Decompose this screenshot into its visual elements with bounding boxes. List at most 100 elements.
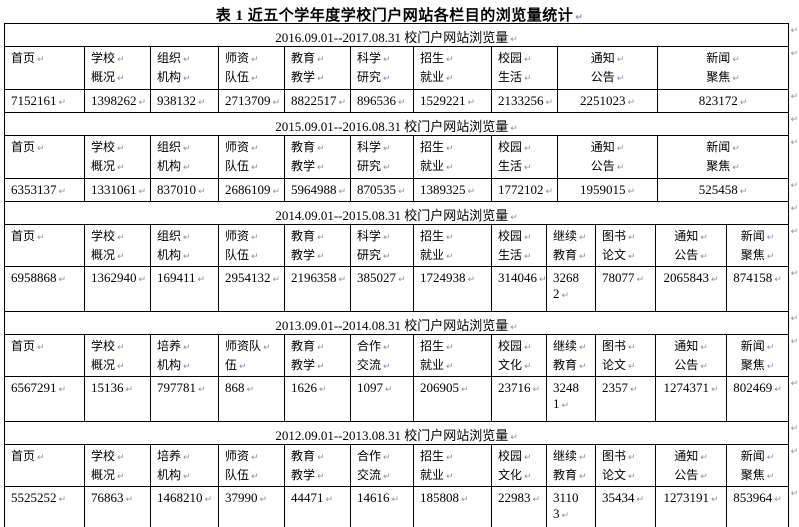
cell-text: 1724938 bbox=[420, 270, 466, 285]
paragraph-mark: ↵ bbox=[383, 74, 391, 84]
paragraph-mark: ↵ bbox=[338, 187, 347, 197]
value-cell: 76863 ↵ bbox=[84, 486, 151, 527]
value-row: 5525252 ↵ 76863 ↵ 1468210 ↵ 37990 ↵ 44471 ↵ 14616 ↵… bbox=[4, 486, 790, 527]
cell-text: 1468210 bbox=[157, 490, 203, 505]
paragraph-mark: ↵ bbox=[383, 362, 391, 372]
cell-text: 组织 bbox=[157, 51, 182, 65]
column-header-cell: 首页 ↵ bbox=[4, 444, 85, 487]
paragraph-mark: ↵ bbox=[700, 362, 708, 372]
cell-text: 继续 bbox=[553, 339, 578, 353]
section-table: 2013.09.01--2014.08.31 校门户网站浏览量 ↵ 首页 ↵ 学校 ↵ 概况… bbox=[3, 311, 790, 422]
cell-text: 新闻 bbox=[740, 339, 765, 353]
cell-text: 教学 bbox=[291, 248, 316, 262]
cell-text: 教育 bbox=[291, 339, 316, 353]
cell-text: 机构 bbox=[157, 70, 182, 84]
cell-text: 8822517 bbox=[291, 93, 337, 108]
cell-text: 首页 bbox=[11, 449, 36, 463]
column-header-cell: 学校 ↵ 概况 ↵ bbox=[84, 334, 151, 377]
value-cell: 797781 ↵ bbox=[150, 376, 219, 422]
paragraph-mark: ↵ bbox=[317, 453, 325, 463]
paragraph-mark: ↵ bbox=[138, 98, 147, 108]
paragraph-mark: ↵ bbox=[125, 385, 134, 395]
value-cell: 5525252 ↵ bbox=[4, 486, 85, 527]
column-header-cell: 学校 ↵ 概况 ↵ bbox=[84, 135, 151, 179]
column-header-cell: 培养 ↵ 机构 ↵ bbox=[150, 444, 219, 487]
paragraph-mark: ↵ bbox=[251, 252, 259, 262]
cell-text: 概况 bbox=[91, 70, 116, 84]
value-cell: 1529221 ↵ bbox=[413, 89, 492, 113]
paragraph-mark: ↵ bbox=[383, 252, 391, 262]
paragraph-mark: ↵ bbox=[524, 74, 532, 84]
paragraph-mark: ↵ bbox=[732, 144, 740, 154]
value-cell: 2713709 ↵ bbox=[218, 89, 285, 113]
value-cell: 868 ↵ bbox=[218, 376, 285, 422]
paragraph-mark: ↵ bbox=[524, 472, 532, 482]
paragraph-mark: ↵ bbox=[524, 233, 532, 243]
paragraph-mark: ↵ bbox=[510, 213, 518, 223]
column-header-cell: 新闻 ↵ 聚焦 ↵ bbox=[725, 334, 790, 377]
paragraph-mark: ↵ bbox=[383, 472, 391, 482]
cell-text: 培养 bbox=[157, 449, 182, 463]
paragraph-mark: ↵ bbox=[710, 275, 719, 285]
cell-text: 1097 bbox=[357, 380, 383, 395]
paragraph-mark: ↵ bbox=[183, 472, 191, 482]
column-header-cell: 师资 ↵ 队伍 ↵ bbox=[218, 444, 285, 487]
value-cell: 525458 ↵ bbox=[656, 178, 790, 202]
column-header-cell: 培养 ↵ 机构 ↵ bbox=[150, 334, 219, 377]
column-header-cell: 校园 ↵ 生活 ↵ bbox=[491, 224, 547, 267]
column-header-cell: 校园 ↵ 生活 ↵ bbox=[491, 46, 558, 90]
period-header-text: 2015.09.01--2016.08.31 校门户网站浏览量 bbox=[275, 119, 509, 134]
cell-text: 1389325 bbox=[420, 182, 466, 197]
value-cell: 1273191 ↵ bbox=[655, 486, 727, 527]
paragraph-mark: ↵ bbox=[579, 453, 587, 463]
cell-text: 师资 bbox=[225, 449, 250, 463]
cell-text: 聚焦 bbox=[740, 358, 765, 372]
cell-text: 生活 bbox=[498, 70, 523, 84]
column-header-cell: 招生 ↵ 就业 ↵ bbox=[413, 334, 492, 377]
cell-text: 2686109 bbox=[225, 182, 271, 197]
value-cell: 2251023 ↵ bbox=[557, 89, 658, 113]
value-cell: 2196358 ↵ bbox=[284, 266, 351, 312]
cell-text: 7152161 bbox=[11, 93, 57, 108]
value-cell: 1389325 ↵ bbox=[413, 178, 492, 202]
paragraph-mark: ↵ bbox=[317, 74, 325, 84]
paragraph-mark: ↵ bbox=[183, 144, 191, 154]
paragraph-mark: ↵ bbox=[524, 362, 532, 372]
value-row: 6353137 ↵ 1331061 ↵ 837010 ↵ 2686109 ↵ 5964988 ↵ 8… bbox=[4, 178, 790, 202]
column-header-cell: 教育 ↵ 教学 ↵ bbox=[284, 46, 351, 90]
column-header-cell: 合作 ↵ 交流 ↵ bbox=[350, 444, 414, 487]
column-header-cell: 师资 ↵ 队伍 ↵ bbox=[218, 224, 285, 267]
section-table: 2015.09.01--2016.08.31 校门户网站浏览量 ↵ 首页 ↵ 学校 ↵ 概况… bbox=[3, 112, 790, 202]
paragraph-mark: ↵ bbox=[446, 144, 454, 154]
paragraph-mark: ↵ bbox=[317, 362, 325, 372]
cell-text: 生活 bbox=[498, 159, 523, 173]
column-header-row: 首页 ↵ 学校 ↵ 概况 ↵ 组织 ↵ 机构 ↵ 师资 ↵ 队伍 ↵ 教育 ↵ 教学 ↵ 科学 ↵ 研究 ↵ 招生 ↵ 就业 ↵ 校… bbox=[4, 135, 790, 179]
paragraph-mark: ↵ bbox=[732, 163, 740, 173]
cell-text: 首页 bbox=[11, 229, 36, 243]
column-header-cell: 招生 ↵ 就业 ↵ bbox=[413, 224, 492, 267]
cell-text: 聚焦 bbox=[706, 159, 731, 173]
cell-text: 聚焦 bbox=[740, 248, 765, 262]
cell-text: 44471 bbox=[291, 490, 324, 505]
value-cell: 22983 ↵ bbox=[491, 486, 547, 527]
column-header-cell: 学校 ↵ 概况 ↵ bbox=[84, 444, 151, 487]
column-header-cell: 教育 ↵ 教学 ↵ bbox=[284, 135, 351, 179]
paragraph-mark: ↵ bbox=[636, 275, 645, 285]
cell-text: 生活 bbox=[498, 248, 523, 262]
paragraph-mark: ↵ bbox=[628, 472, 636, 482]
cell-text: 5525252 bbox=[11, 490, 57, 505]
value-cell: 3110 3 ↵ bbox=[546, 486, 596, 527]
cell-text: 研究 bbox=[357, 248, 382, 262]
paragraph-mark: ↵ bbox=[198, 187, 206, 197]
cell-text: 6353137 bbox=[11, 182, 57, 197]
cell-text: 机构 bbox=[157, 468, 182, 482]
column-header-cell: 校园 ↵ 文化 ↵ bbox=[491, 334, 547, 377]
paragraph-mark: ↵ bbox=[446, 343, 454, 353]
paragraph-mark: ↵ bbox=[272, 98, 281, 108]
cell-text: 169411 bbox=[157, 270, 196, 285]
column-header-cell: 科学 ↵ 研究 ↵ bbox=[350, 46, 414, 90]
cell-text: 525458 bbox=[698, 182, 738, 197]
cell-text: 就业 bbox=[420, 468, 445, 482]
cell-text: 招生 bbox=[420, 449, 445, 463]
cell-text: 队伍 bbox=[225, 159, 250, 173]
